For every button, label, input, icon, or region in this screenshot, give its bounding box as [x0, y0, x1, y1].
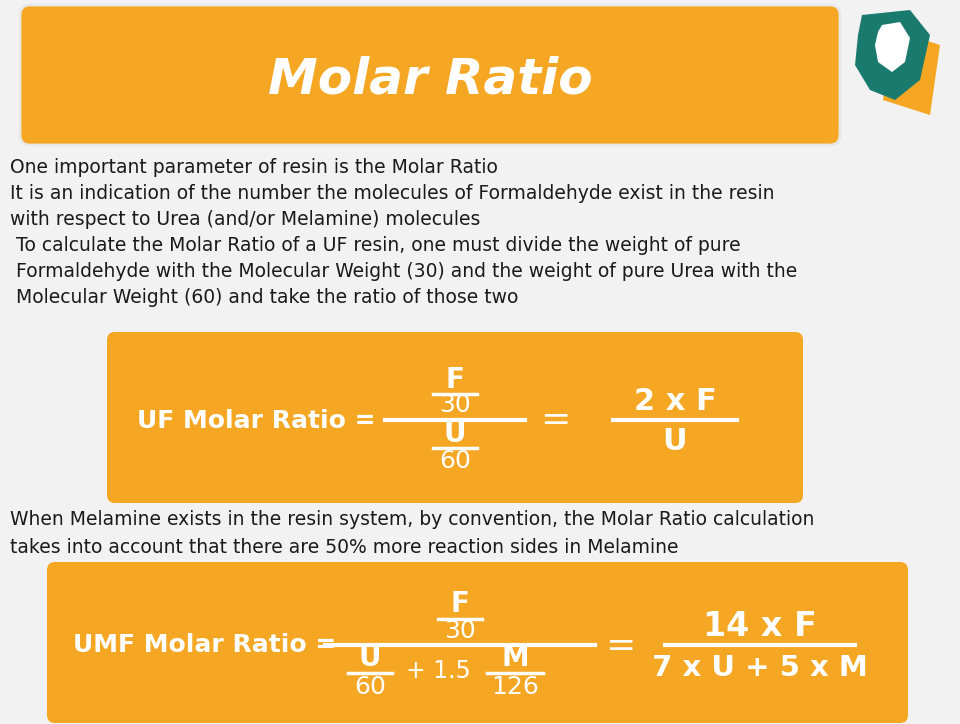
- Text: =: =: [605, 628, 636, 662]
- Text: It is an indication of the number the molecules of Formaldehyde exist in the res: It is an indication of the number the mo…: [10, 184, 775, 203]
- Text: UMF Molar Ratio =: UMF Molar Ratio =: [73, 634, 336, 657]
- Polygon shape: [883, 30, 940, 115]
- Text: + 1.5: + 1.5: [406, 659, 470, 683]
- Polygon shape: [875, 22, 910, 72]
- Text: takes into account that there are 50% more reaction sides in Melamine: takes into account that there are 50% mo…: [10, 538, 679, 557]
- Text: M: M: [501, 644, 529, 673]
- Polygon shape: [855, 10, 930, 100]
- Text: 14 x F: 14 x F: [703, 610, 817, 643]
- Text: One important parameter of resin is the Molar Ratio: One important parameter of resin is the …: [10, 158, 498, 177]
- Text: To calculate the Molar Ratio of a UF resin, one must divide the weight of pure: To calculate the Molar Ratio of a UF res…: [10, 236, 740, 255]
- Text: U: U: [359, 644, 381, 673]
- Text: 126: 126: [492, 675, 539, 699]
- Text: U: U: [662, 427, 687, 456]
- Text: Molar Ratio: Molar Ratio: [268, 56, 592, 104]
- Text: 30: 30: [439, 394, 470, 418]
- Text: 30: 30: [444, 618, 476, 642]
- Text: 60: 60: [354, 675, 386, 699]
- Text: 7 x U + 5 x M: 7 x U + 5 x M: [652, 654, 868, 683]
- Text: Molecular Weight (60) and take the ratio of those two: Molecular Weight (60) and take the ratio…: [10, 288, 518, 307]
- Text: 2 x F: 2 x F: [634, 387, 716, 416]
- FancyBboxPatch shape: [47, 562, 908, 723]
- Text: 60: 60: [439, 450, 471, 473]
- Text: UF Molar Ratio =: UF Molar Ratio =: [137, 408, 375, 432]
- Text: =: =: [540, 403, 570, 437]
- Text: with respect to Urea (and/or Melamine) molecules: with respect to Urea (and/or Melamine) m…: [10, 210, 480, 229]
- Text: F: F: [445, 366, 465, 394]
- Text: F: F: [450, 591, 469, 618]
- FancyBboxPatch shape: [20, 5, 840, 145]
- Text: Formaldehyde with the Molecular Weight (30) and the weight of pure Urea with the: Formaldehyde with the Molecular Weight (…: [10, 262, 797, 281]
- FancyBboxPatch shape: [107, 332, 803, 503]
- Text: When Melamine exists in the resin system, by convention, the Molar Ratio calcula: When Melamine exists in the resin system…: [10, 510, 814, 529]
- Text: U: U: [444, 419, 467, 447]
